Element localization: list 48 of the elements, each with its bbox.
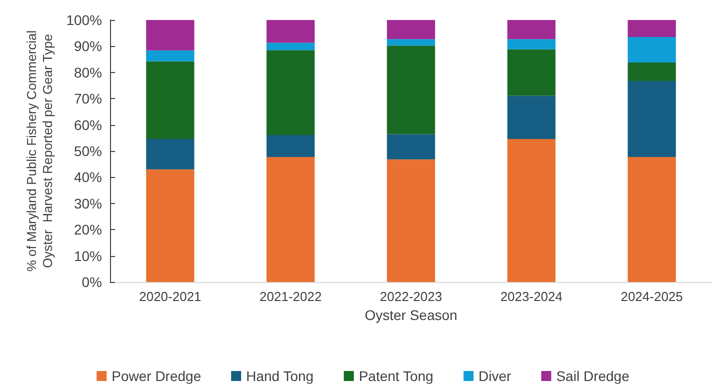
y-tick-label: 40% xyxy=(74,169,102,186)
bar xyxy=(507,49,556,96)
x-tick-label: 2024-2025 xyxy=(620,289,683,304)
x-tick-label: 2023-2024 xyxy=(500,289,562,304)
legend-label: Diver xyxy=(478,368,512,384)
bar xyxy=(386,46,436,134)
bar xyxy=(146,20,194,50)
bar xyxy=(507,96,556,139)
bar xyxy=(266,135,315,158)
y-tick-label: 0% xyxy=(82,274,102,290)
bar xyxy=(628,20,676,38)
bar xyxy=(628,81,676,158)
bar xyxy=(266,20,315,43)
legend-label: Patent Tong xyxy=(358,368,434,384)
bar xyxy=(628,157,676,282)
bar xyxy=(386,134,436,160)
bar xyxy=(266,42,315,50)
y-tick-label: 20% xyxy=(74,222,102,238)
bar xyxy=(146,138,194,170)
bar xyxy=(266,50,315,136)
bar xyxy=(386,159,436,282)
bar xyxy=(628,62,676,82)
bar xyxy=(386,39,436,46)
bar xyxy=(507,138,556,282)
y-tick-label: 50% xyxy=(74,143,102,159)
bar xyxy=(507,20,556,40)
y-tick-label: 10% xyxy=(74,248,102,264)
bar xyxy=(146,61,194,139)
x-tick-label: 2022-2023 xyxy=(380,289,442,304)
y-tick-label: 70% xyxy=(74,90,102,107)
legend-label: Hand Tong xyxy=(246,368,314,384)
bar xyxy=(628,37,676,62)
y-tick-label: 80% xyxy=(74,64,102,80)
y-tick-label: 90% xyxy=(74,38,102,54)
bar xyxy=(266,157,315,282)
y-tick-label: 60% xyxy=(74,116,102,133)
bar xyxy=(507,39,556,50)
bar xyxy=(146,50,194,62)
x-axis-title: Oyster Season xyxy=(364,307,458,323)
legend-label: Sail Dredge xyxy=(556,368,630,384)
x-tick-label: 2021-2022 xyxy=(260,289,322,304)
legend-label: Power Dredge xyxy=(112,368,202,384)
y-axis-title: % of Maryland Public Fishery Commercial Oyster Harvest Reported per Gear Type xyxy=(24,30,55,272)
y-tick-label: 30% xyxy=(74,195,102,212)
bar xyxy=(146,169,194,282)
y-tick-label: 100% xyxy=(66,12,102,28)
x-tick-label: 2020-2021 xyxy=(139,289,202,304)
bar xyxy=(386,20,436,40)
